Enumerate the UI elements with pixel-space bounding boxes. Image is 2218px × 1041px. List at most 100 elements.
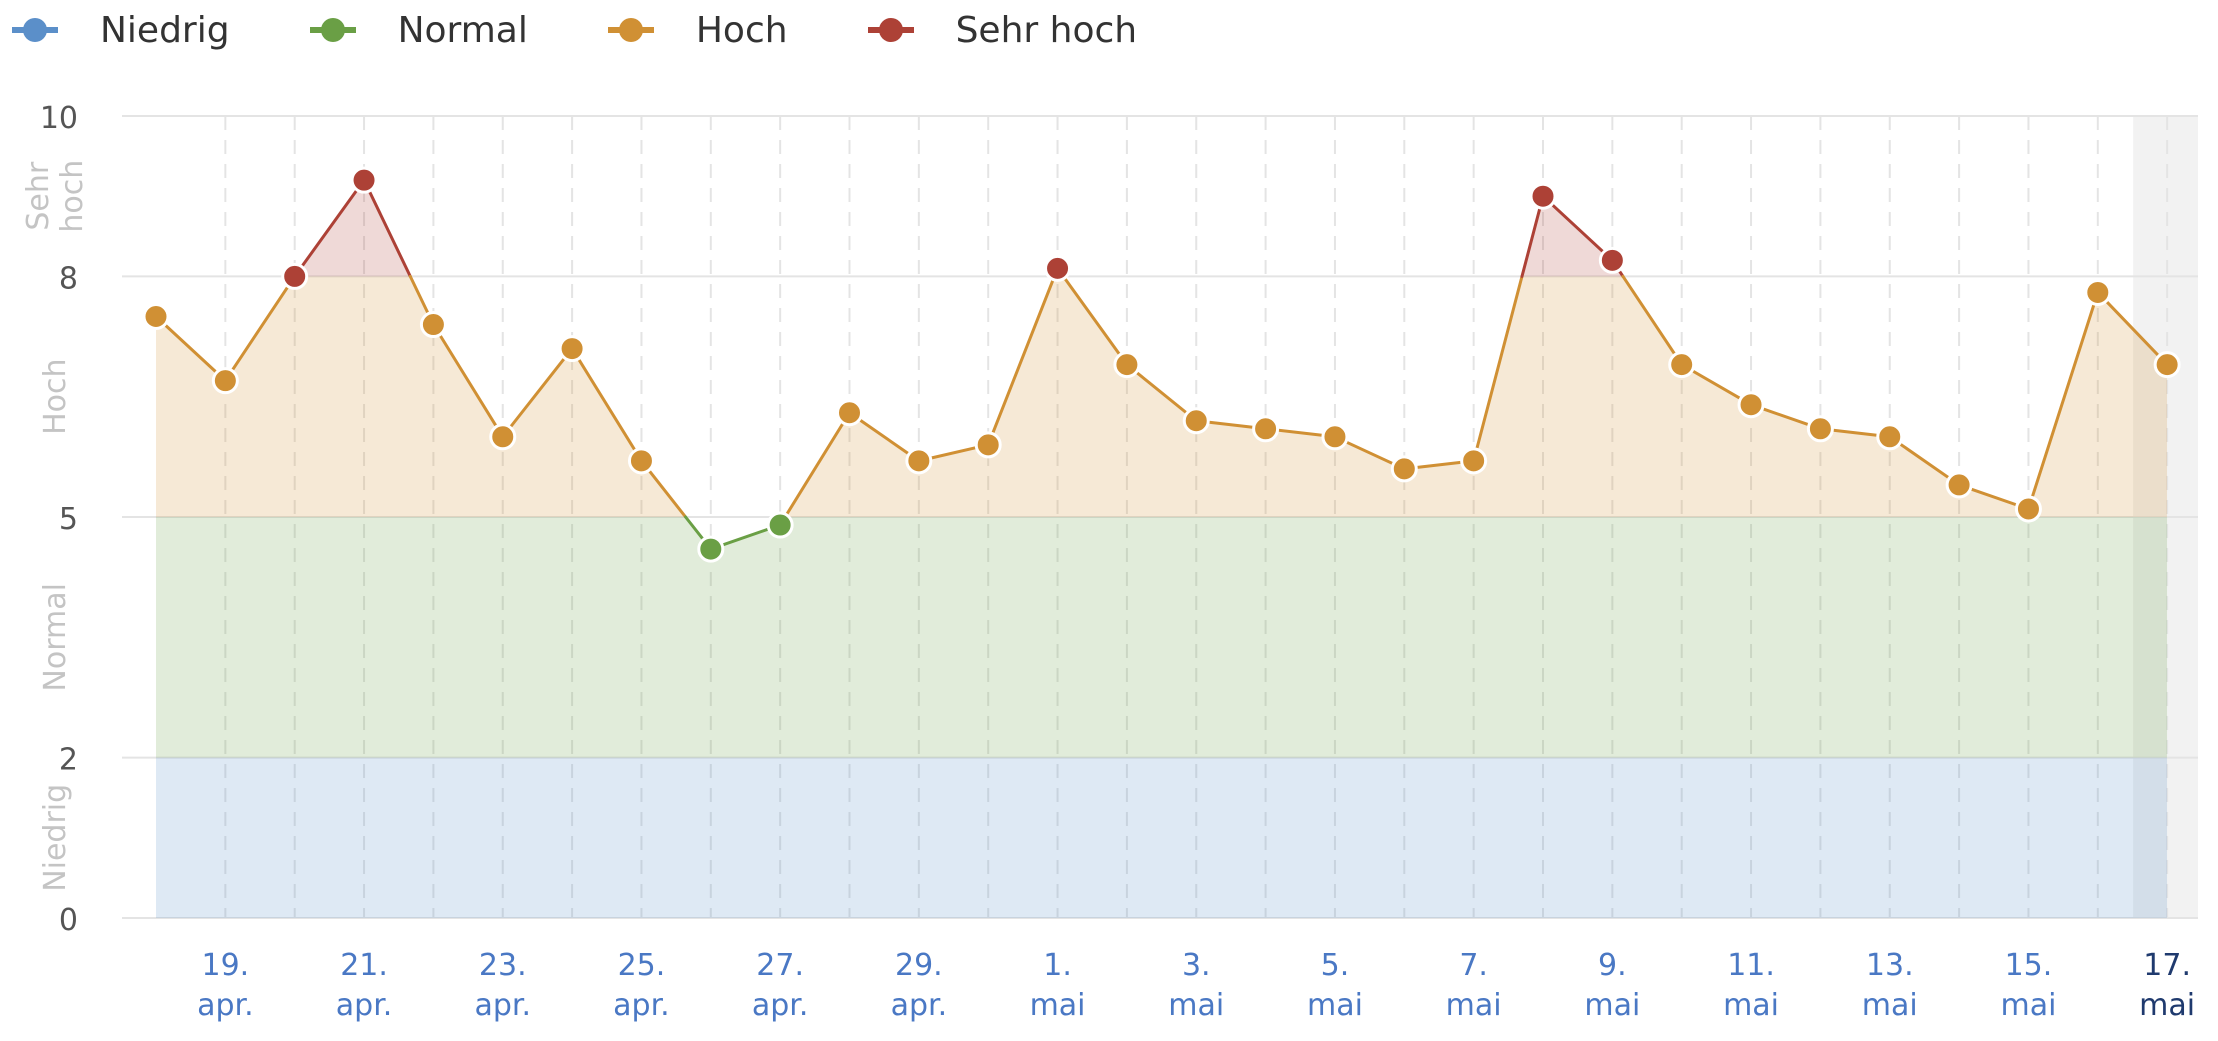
series-line-segment — [1541, 194, 1614, 262]
x-tick-label-day: 9. — [1598, 948, 1627, 983]
data-point — [1806, 415, 1834, 443]
x-tick-label-day: 29. — [895, 948, 943, 983]
data-point — [627, 447, 655, 475]
data-point — [1321, 423, 1349, 451]
x-tick-label-day: 11. — [1727, 948, 1775, 983]
band-area-niedrig — [156, 757, 2168, 918]
x-tick-label-day: 3. — [1182, 948, 1211, 983]
data-point — [558, 335, 586, 363]
legend-marker-normal-icon — [309, 18, 356, 42]
band-label-hoch: Hoch — [38, 358, 73, 434]
x-tick-label-day: 13. — [1866, 948, 1914, 983]
x-tick-label-month: apr. — [474, 988, 531, 1023]
data-point — [142, 303, 170, 330]
x-tick-label-month: mai — [2139, 988, 2195, 1023]
x-tick-label-day: 23. — [479, 948, 527, 983]
x-tick-label-day: 19. — [201, 948, 249, 983]
legend-label-niedrig: Niedrig — [100, 9, 230, 51]
x-tick-label-month: mai — [1446, 988, 1502, 1023]
data-point — [1182, 407, 1210, 435]
series-line-segment — [2026, 290, 2100, 511]
x-tick-label-day: 25. — [618, 948, 666, 983]
legend-marker-sehr-hoch-icon — [867, 18, 914, 42]
series-line-segment — [223, 274, 297, 383]
legend-item-sehr-hoch[interactable]: Sehr hoch — [867, 9, 1138, 51]
legend-label-sehr-hoch: Sehr hoch — [955, 9, 1138, 51]
y-tick-label: 10 — [40, 101, 78, 136]
x-tick-label-day: 7. — [1459, 948, 1488, 983]
series-line-segment — [362, 178, 412, 278]
x-tick-label-month: mai — [2000, 988, 2056, 1023]
legend-marker-niedrig-icon — [12, 18, 58, 42]
data-point — [281, 262, 309, 290]
x-tick-label-month: apr. — [613, 988, 670, 1023]
data-point — [1737, 391, 1765, 419]
legend-item-niedrig[interactable]: Niedrig — [12, 10, 230, 51]
data-point — [974, 431, 1002, 459]
series-line-segment — [293, 178, 366, 278]
legend-item-hoch[interactable]: Hoch — [607, 9, 788, 51]
series-line-segment — [431, 323, 505, 439]
x-tick-label-month: apr. — [197, 988, 254, 1023]
legend: Niedrig Normal Hoch Sehr hoch — [12, 0, 1217, 60]
series-line-segment — [986, 274, 1056, 447]
data-point — [697, 535, 725, 563]
data-point — [1460, 447, 1488, 475]
data-point — [1668, 351, 1696, 379]
series-line-segment — [848, 411, 921, 463]
band-label-normal: Normal — [38, 583, 73, 692]
data-point — [1945, 471, 1973, 499]
band-areas — [156, 180, 2168, 918]
series-line-segment — [501, 347, 574, 439]
data-point — [1876, 423, 1904, 451]
x-tick-label-day: 1. — [1043, 948, 1072, 983]
x-tick-label-month: mai — [1584, 988, 1640, 1023]
y-tick-label: 8 — [59, 261, 78, 296]
data-point — [905, 447, 933, 475]
series-line-segment — [1125, 363, 1198, 423]
x-tick-label-month: apr. — [336, 988, 393, 1023]
data-point — [836, 399, 863, 427]
y-tick-label: 5 — [59, 502, 78, 537]
x-tick-label-day: 5. — [1321, 948, 1350, 983]
band-area-hoch — [156, 276, 2168, 517]
y-tick-label: 2 — [59, 743, 78, 778]
data-point — [766, 511, 794, 539]
data-point — [1598, 246, 1626, 274]
data-point — [1390, 455, 1418, 483]
x-tick-label-month: mai — [1723, 988, 1779, 1023]
data-point — [350, 166, 378, 194]
series-line-segment — [154, 315, 227, 383]
series-line-segment — [1061, 274, 1129, 367]
data-point — [211, 367, 239, 395]
series-line-segment — [1888, 435, 1961, 487]
data-point — [489, 423, 517, 451]
data-point — [1252, 415, 1280, 443]
legend-label-hoch: Hoch — [695, 9, 788, 51]
data-point — [419, 311, 447, 339]
x-tick-label-month: mai — [1307, 988, 1363, 1023]
band-label-sehr-hoch: Sehr — [21, 161, 56, 231]
band-area-sehr-hoch — [156, 180, 2168, 277]
data-point — [2014, 495, 2042, 523]
data-point — [2153, 351, 2181, 379]
series-line-segment — [1520, 194, 1545, 278]
legend-item-normal[interactable]: Normal — [309, 9, 528, 51]
legend-label-normal: Normal — [397, 9, 528, 51]
x-tick-label-day: 27. — [756, 948, 804, 983]
x-tick-label-day: 15. — [2005, 948, 2053, 983]
x-tick-label-day: 17. — [2143, 948, 2191, 983]
x-tick-label-month: mai — [1862, 988, 1918, 1023]
band-label-sehr-hoch: hoch — [55, 160, 90, 233]
x-tick-label-month: mai — [1168, 988, 1224, 1023]
band-label-niedrig: Niedrig — [38, 784, 73, 892]
series-line-segment — [1621, 274, 1684, 367]
data-point — [2084, 278, 2112, 306]
x-tick-label-month: apr. — [891, 988, 948, 1023]
data-point — [1529, 182, 1557, 210]
data-point — [1113, 351, 1141, 379]
series-line-segment — [2096, 290, 2169, 367]
legend-marker-hoch-icon — [607, 18, 654, 42]
